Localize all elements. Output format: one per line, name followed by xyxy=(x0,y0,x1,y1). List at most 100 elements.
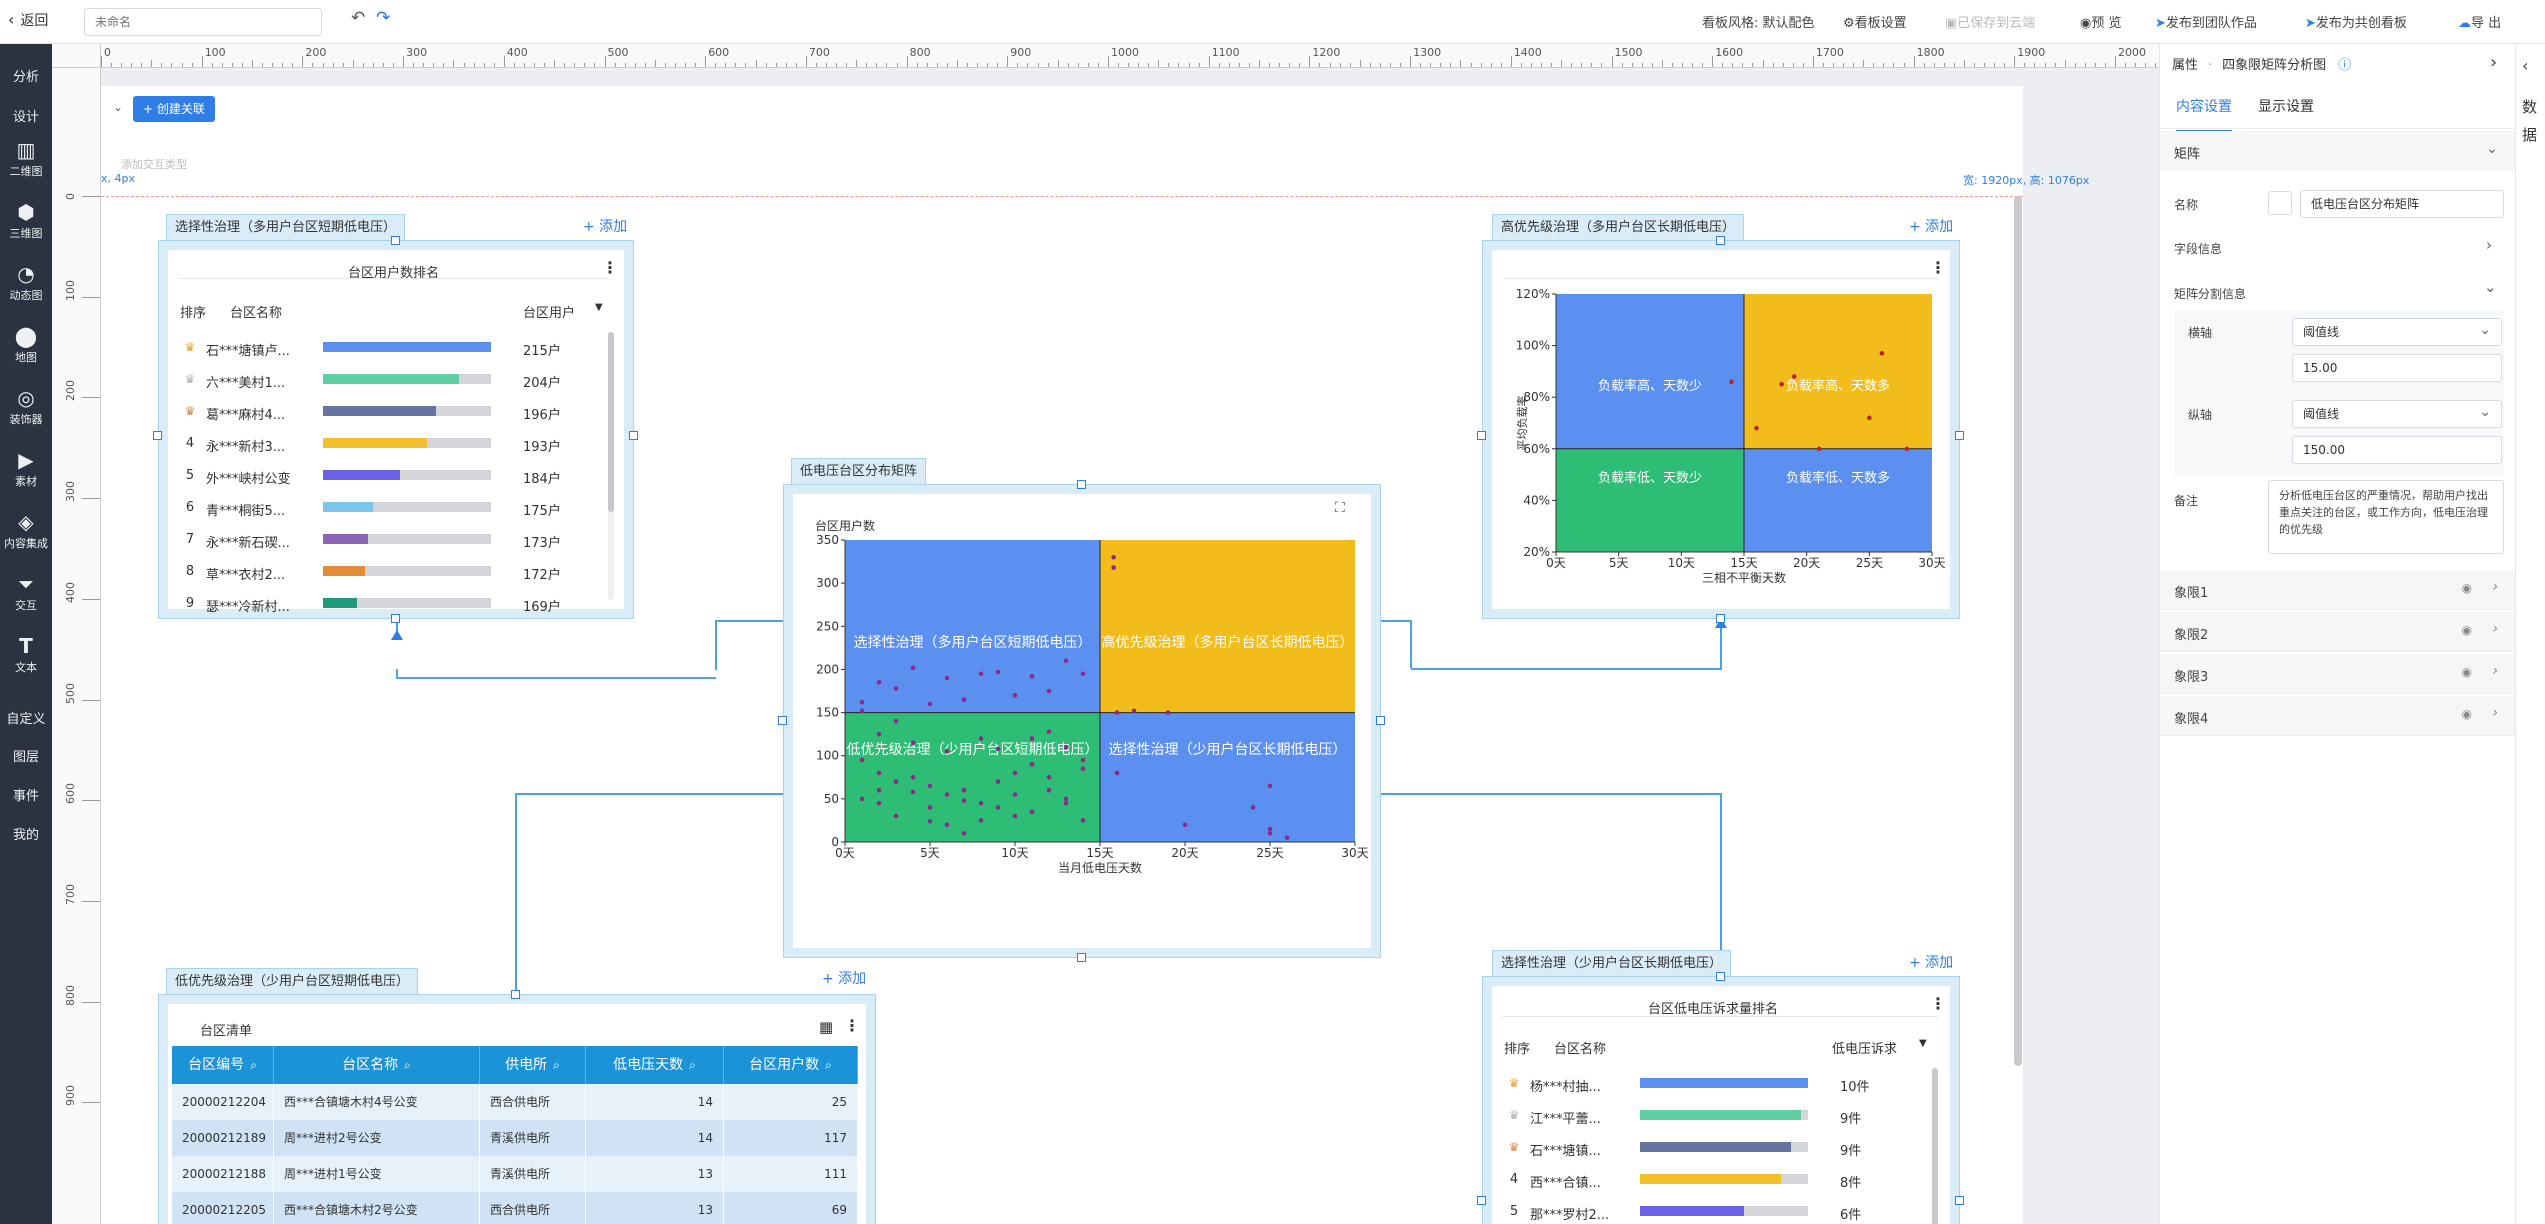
list-item[interactable]: 5 那***罗村2... 6件 xyxy=(1502,1196,1922,1224)
section-matrix[interactable]: 矩阵 ⌄ xyxy=(2160,131,2516,171)
more-icon[interactable]: ⋮ xyxy=(1930,258,1946,277)
resize-handle[interactable] xyxy=(629,431,638,440)
table-row[interactable]: 20000212204 西***合镇塘木村4号公变 西合供电所 14 25 xyxy=(172,1084,858,1120)
group-tl[interactable]: 台区用户数排名 ⋮ 排序 台区名称 台区用户 ▼ ♛ 石***塘镇卢... 215户… xyxy=(158,240,634,619)
nav-chart2d[interactable]: ▥ 二维图 xyxy=(0,140,52,179)
canvas[interactable]: ⌄ + 创建关联 添加交互类型 x, 4px 宽: 1920px, 高: 107… xyxy=(101,68,2159,1224)
list-item[interactable]: ♛ 江***平蕾... 9件 xyxy=(1502,1100,1922,1132)
table-row[interactable]: 20000212205 西***合镇塘木村2号公变 西合供电所 13 69 xyxy=(172,1192,858,1224)
table-row[interactable]: 20000212188 周***进村1号公变 青溪供电所 13 111 xyxy=(172,1156,858,1192)
search-icon[interactable]: ⌕ xyxy=(250,1058,257,1072)
resize-handle[interactable] xyxy=(778,716,787,725)
name-input[interactable]: 低电压台区分布矩阵 xyxy=(2300,190,2504,218)
add-button-tr[interactable]: + 添加 xyxy=(1909,219,1954,235)
list-scrollbar[interactable] xyxy=(1932,1068,1938,1224)
list-item[interactable]: ♛ 石***塘镇... 9件 xyxy=(1502,1132,1922,1164)
search-icon[interactable]: ⌕ xyxy=(404,1058,411,1072)
group-tr[interactable]: ⋮ 0天 5天 10天 15天 20天 25天 30天 20% 40% 60% 80% 100% 120… xyxy=(1482,240,1960,619)
resize-handle[interactable] xyxy=(391,614,400,623)
eye-icon[interactable]: ◉ xyxy=(2461,581,2472,595)
data-tab-char[interactable]: 数 xyxy=(2522,98,2538,116)
list-item[interactable]: 4 西***合镇... 8件 xyxy=(1502,1164,1922,1196)
resize-handle[interactable] xyxy=(153,431,162,440)
group-tab-tl[interactable]: 选择性治理（多用户台区短期低电压） xyxy=(166,214,406,240)
group-tab-tr[interactable]: 高优先级治理（多用户台区长期低电压） xyxy=(1492,214,1745,240)
v-axis-select[interactable]: 阈值线 xyxy=(2292,399,2502,428)
fullscreen-icon[interactable]: ⛶ xyxy=(1335,500,1345,516)
eye-icon[interactable]: ◉ xyxy=(2461,623,2472,637)
column-header[interactable]: 台区名称 ⌕ xyxy=(274,1046,480,1084)
list-item[interactable]: ♛ 杨***村抽... 10件 xyxy=(1502,1068,1922,1100)
nav-content[interactable]: ◈ 内容集成 xyxy=(0,512,52,551)
more-icon[interactable]: ⋮ xyxy=(844,1016,860,1035)
collapse-icon[interactable]: ⌄ xyxy=(113,100,124,114)
undo-icon[interactable]: ↶ xyxy=(351,8,366,28)
add-button-bl[interactable]: + 添加 xyxy=(822,971,867,987)
eye-icon[interactable]: ◉ xyxy=(2461,665,2472,679)
column-header[interactable]: 低电压天数 ⌕ xyxy=(586,1046,724,1084)
export-button[interactable]: ☁ 导 出 xyxy=(2458,12,2501,31)
list-item[interactable]: 9 瑟***冷新村... 169户 xyxy=(178,588,598,620)
nav-event[interactable]: 事件 xyxy=(12,789,39,804)
nav-chart3d[interactable]: ⬢ 三维图 xyxy=(0,202,52,241)
back-button[interactable]: ‹ 返回 xyxy=(8,10,48,30)
group-tab-center[interactable]: 低电压台区分布矩阵 xyxy=(791,458,927,484)
create-link-button[interactable]: + 创建关联 xyxy=(133,96,215,122)
quadrant-row[interactable]: 象限1 ◉ › xyxy=(2160,570,2516,610)
group-bl[interactable]: 台区清单 ▦ ⋮ 台区编号 ⌕ 台区名称 ⌕ 供电所 ⌕ 低电压天数 ⌕ 台区用户数 ⌕ 2000… xyxy=(158,994,876,1224)
add-interaction-type[interactable]: 添加交互类型 xyxy=(121,158,187,171)
resize-handle[interactable] xyxy=(1716,614,1725,623)
group-tab-br[interactable]: 选择性治理（少用户台区长期低电压） xyxy=(1492,950,1732,976)
list-item[interactable]: 8 草***衣村2... 172户 xyxy=(178,556,598,588)
theme-button[interactable]: 看板风格: 默认配色 xyxy=(1702,16,1815,31)
list-item[interactable]: ♛ 葛***麻村4... 196户 xyxy=(178,396,598,428)
canvas-scrollbar[interactable] xyxy=(2014,196,2022,1066)
collapse-panel-icon[interactable]: › xyxy=(2490,52,2498,73)
quadrant-row[interactable]: 象限2 ◉ › xyxy=(2160,612,2516,652)
field-info-row[interactable]: 字段信息 xyxy=(2174,242,2223,256)
nav-layer[interactable]: 图层 xyxy=(12,750,39,765)
list-item[interactable]: 7 永***新石碶... 173户 xyxy=(178,524,598,556)
more-icon[interactable]: ⋮ xyxy=(602,258,618,277)
chevron-down-icon[interactable]: ⌄ xyxy=(2484,278,2497,296)
v-threshold-input[interactable]: 150.00 xyxy=(2292,436,2502,464)
list-scrollbar[interactable] xyxy=(608,332,614,600)
resize-handle[interactable] xyxy=(1477,431,1486,440)
resize-handle[interactable] xyxy=(1716,972,1725,981)
column-header[interactable]: 台区编号 ⌕ xyxy=(172,1046,274,1084)
nav-analysis[interactable]: 分析 xyxy=(12,70,39,85)
nav-custom[interactable]: 自定义 xyxy=(6,712,46,727)
split-info-row[interactable]: 矩阵分割信息 xyxy=(2174,287,2247,301)
resize-handle[interactable] xyxy=(511,990,520,999)
resize-handle[interactable] xyxy=(391,236,400,245)
chevron-right-icon[interactable]: › xyxy=(2492,705,2498,721)
table-row[interactable]: 20000212189 周***进村2号公变 青溪供电所 14 117 xyxy=(172,1120,858,1156)
list-item[interactable]: 6 青***桐街5... 175户 xyxy=(178,492,598,524)
nav-material[interactable]: ▶ 素材 xyxy=(0,450,52,489)
search-icon[interactable]: ⌕ xyxy=(825,1058,832,1072)
data-tab-char[interactable]: 据 xyxy=(2522,126,2538,144)
board-title-input[interactable] xyxy=(84,8,322,36)
list-item[interactable]: 5 外***峡村公变 184户 xyxy=(178,460,598,492)
publish-team-button[interactable]: ➤ 发布到团队作品 xyxy=(2155,12,2257,31)
preview-button[interactable]: ◉预 览 xyxy=(2080,12,2121,31)
table-settings-icon[interactable]: ▦ xyxy=(819,1018,834,1036)
nav-design[interactable]: 设计 xyxy=(12,110,39,125)
chevron-right-icon[interactable]: › xyxy=(2492,621,2498,637)
chevron-right-icon[interactable]: › xyxy=(2486,236,2492,254)
eye-icon[interactable]: ◉ xyxy=(2461,707,2472,721)
group-tab-bl[interactable]: 低优先级治理（少用户台区短期低电压） xyxy=(166,968,419,994)
icon-picker[interactable] xyxy=(2268,191,2292,215)
resize-handle[interactable] xyxy=(1376,716,1385,725)
resize-handle[interactable] xyxy=(1716,236,1725,245)
group-center[interactable]: ⛶ 0天 5天 10天 15天 20天 25天 30天 0 50 100 150 200 250 300 3… xyxy=(783,484,1381,958)
note-textarea[interactable]: 分析低电压台区的严重情况，帮助用户找出重点关注的台区，或工作方向，低电压治理的优… xyxy=(2268,480,2504,554)
resize-handle[interactable] xyxy=(1955,431,1964,440)
collapse-left-icon[interactable]: ‹ xyxy=(2522,56,2529,75)
nav-dynamic[interactable]: ◔ 动态图 xyxy=(0,264,52,303)
column-header[interactable]: 供电所 ⌕ xyxy=(480,1046,586,1084)
group-br[interactable]: 台区低电压诉求量排名 ⋮ 排序 台区名称 低电压诉求 ▼ ♛ 杨***村抽... 1… xyxy=(1482,976,1960,1224)
redo-icon[interactable]: ↷ xyxy=(376,8,391,28)
list-item[interactable]: ♛ 六***美村1... 204户 xyxy=(178,364,598,396)
tab-content-settings[interactable]: 内容设置 xyxy=(2176,96,2232,132)
